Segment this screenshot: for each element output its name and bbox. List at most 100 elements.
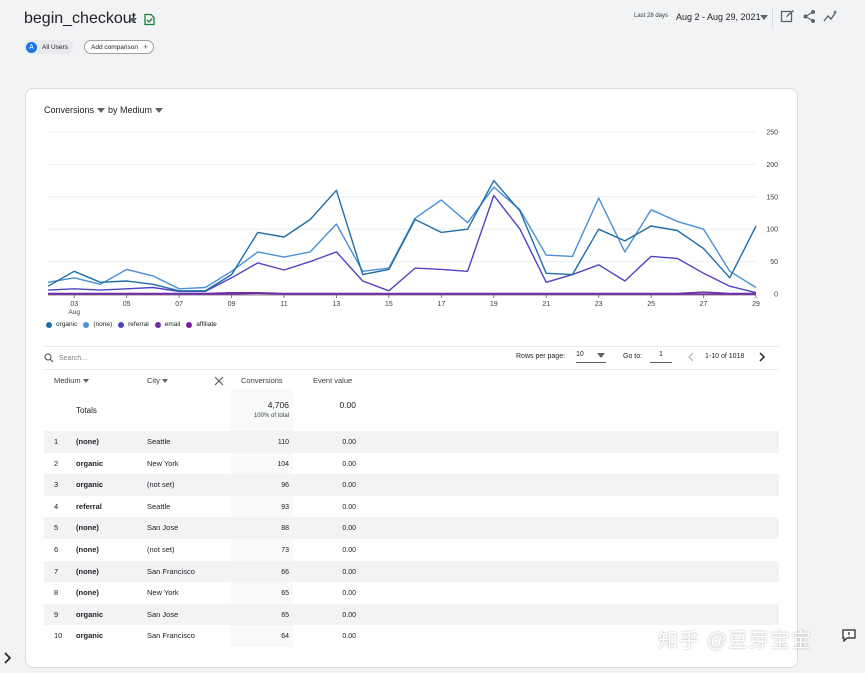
chevron-down-icon[interactable] [597,353,605,358]
table-row[interactable]: 6 (none) (not set) 73 0.00 [44,539,779,561]
share-icon[interactable] [802,9,817,24]
legend-item[interactable]: (none) [83,321,112,328]
row-event-value: 0.00 [342,482,356,490]
legend-item[interactable]: email [154,321,181,328]
row-event-value: 0.00 [342,460,356,468]
series-line-none [47,186,757,290]
x-tick-label: 21 [542,301,550,308]
row-medium: organic [76,631,104,641]
prev-page-icon[interactable] [686,352,696,362]
x-tick-label: 27 [700,301,708,308]
row-event-value: 0.00 [342,439,356,446]
legend-item[interactable]: affiliate [186,321,217,328]
remove-dimension-icon[interactable] [214,376,224,386]
x-tick-label: 17 [437,301,445,308]
table-row[interactable]: 5 (none) San Jose 88 0.00 [44,517,779,539]
metric-dropdown[interactable]: Conversions [44,105,105,115]
legend-swatch [83,321,90,328]
row-conversions: 110 [277,439,289,446]
y-tick-label: 100 [766,227,778,234]
x-axis-sublabel: Aug [68,309,80,316]
row-conversions: 88 [281,525,289,533]
row-city: San Francisco [147,566,195,576]
date-range-dropdown-icon[interactable] [760,15,768,20]
x-tick-label: 25 [647,301,655,308]
row-medium: referral [76,501,102,511]
legend-item[interactable]: organic [46,321,77,328]
chart-legend: organic (none) referral email affiliate [46,321,223,328]
line-chart: 250 200 150 100 50 0 03 05 07 09 11 13 15 17 19 21 23 25 2… [47,130,778,316]
go-to-page-input[interactable]: 1 [650,351,672,363]
row-medium: (none) [76,588,99,598]
saved-check-icon[interactable] [143,13,156,26]
legend-swatch [46,321,52,328]
row-rank: 7 [54,566,59,576]
metric-dropdown-label: Conversions [44,105,95,115]
rows-per-page-select[interactable]: 10 [576,351,606,363]
dimension-dropdown[interactable]: by Medium [108,105,163,115]
search-icon [44,353,54,363]
totals-conversions: 4,706 [267,400,289,410]
x-tick-label: 05 [123,301,131,308]
legend-label: affiliate [196,321,217,328]
row-event-value: 0.00 [342,525,356,533]
totals-label: Totals [76,406,97,415]
expand-sidebar-icon[interactable] [3,652,13,664]
table-row[interactable]: 2 organic New York 104 0.00 [44,453,779,475]
all-users-chip[interactable]: A All Users [24,40,74,54]
medium-column-header[interactable]: Medium [54,376,89,385]
table-row[interactable]: 3 organic (not set) 96 0.00 [44,474,779,496]
report-card: Conversions by Medium 250 200 150 100 50 0 03 0… [25,88,798,668]
series-line-referral [47,194,757,294]
row-medium: organic [76,609,104,619]
row-rank: 3 [54,480,59,490]
add-comparison-button[interactable]: Add comparison + [84,40,155,54]
row-city: San Jose [147,523,179,533]
pagination-range: 1-10 of 1018 [705,353,745,360]
event-value-column-header[interactable]: Event value [313,376,353,385]
add-comparison-label: Add comparison [91,43,138,51]
table-row[interactable]: 4 referral Seattle 93 0.00 [44,496,779,518]
row-medium: organic [76,458,104,468]
x-tick-label: 07 [175,301,183,308]
title-dropdown-icon[interactable] [129,18,137,23]
legend-item[interactable]: referral [118,321,149,328]
legend-label: (none) [93,321,113,328]
table-row[interactable]: 7 (none) San Francisco 66 0.00 [44,560,779,583]
row-city: (not set) [147,480,175,490]
row-conversions: 93 [281,503,289,511]
legend-swatch [154,321,161,328]
row-conversions: 66 [281,568,289,576]
table-row[interactable]: 10 organic San Francisco 64 0.00 [44,625,779,647]
avatar: A [26,41,37,53]
x-tick-label: 09 [228,301,236,308]
row-rank: 2 [54,458,59,468]
x-tick-label: 29 [752,301,760,308]
row-rank: 9 [54,609,59,619]
legend-label: organic [56,321,78,328]
table-row[interactable]: 8 (none) New York 65 0.00 [44,582,779,604]
row-city: New York [147,588,179,598]
row-medium: (none) [76,566,99,576]
conversions-column-header[interactable]: Conversions [241,376,283,385]
table-row[interactable]: 9 organic San Jose 65 0.00 [44,603,779,626]
table-search[interactable]: Search... [44,353,87,363]
date-range-picker[interactable]: Aug 2 - Aug 29, 2021 [676,12,761,22]
search-input[interactable]: Search... [59,354,88,362]
next-page-icon[interactable] [757,352,767,362]
legend-label: email [164,321,181,328]
row-city: San Jose [147,609,179,619]
row-conversions: 65 [281,590,289,598]
chevron-down-icon [154,108,163,114]
all-users-label: All Users [42,43,69,51]
row-city: (not set) [147,545,175,554]
table-row[interactable]: 1 (none) Seattle 110 0.00 [44,431,779,453]
row-conversions: 65 [281,611,289,619]
totals-conversions-percent: 100% of total [253,413,289,419]
y-tick-label: 0 [774,292,778,299]
plus-icon: + [142,42,149,52]
insights-icon[interactable] [823,9,839,24]
city-column-header[interactable]: City [147,376,169,385]
edit-report-icon[interactable] [780,9,795,24]
x-tick-label: 23 [595,301,603,308]
